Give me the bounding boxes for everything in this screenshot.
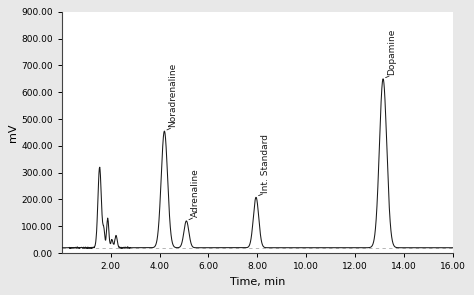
Y-axis label: mV: mV — [9, 123, 18, 142]
Text: Int. Standard: Int. Standard — [261, 134, 270, 193]
Text: Dopamine: Dopamine — [387, 28, 396, 75]
X-axis label: Time, min: Time, min — [229, 277, 285, 287]
Text: Adrenaline: Adrenaline — [191, 168, 200, 217]
Text: Noradrenaline: Noradrenaline — [168, 63, 177, 127]
